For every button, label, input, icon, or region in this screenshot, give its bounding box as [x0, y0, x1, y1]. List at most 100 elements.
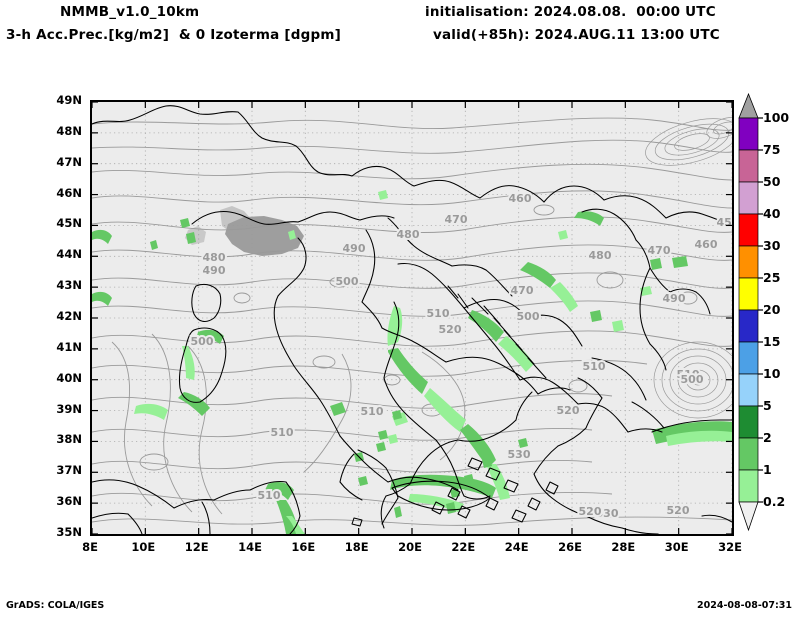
terrain-shading — [185, 206, 304, 256]
contour-label: 510 — [427, 307, 450, 320]
terrain-contours-anatolia — [645, 117, 732, 419]
latitude-tick-label: 47N — [56, 154, 82, 169]
contour-label-halo: 510 — [271, 426, 294, 439]
contour-label: 530 — [508, 448, 531, 461]
longitude-tick-label: 14E — [238, 540, 262, 554]
contour-label: 520 — [557, 404, 580, 417]
longitude-tick-label: 24E — [504, 540, 529, 554]
colorbar-under-range-arrow — [738, 501, 759, 532]
contour-label-halo: 490 — [203, 264, 226, 277]
contour-label-halo: 500 — [336, 275, 359, 288]
contour-label: 480 — [589, 249, 612, 262]
longitude-tick-label: 12E — [184, 540, 209, 554]
contour-label: 490 — [343, 242, 366, 255]
latitude-tick-label: 36N — [56, 494, 82, 509]
latitude-tick-label: 49N — [56, 93, 82, 107]
colorbar-swatch[interactable] — [738, 181, 759, 215]
colorbar-swatch[interactable] — [738, 341, 759, 375]
colorbar-swatch[interactable] — [738, 213, 759, 247]
header-initialisation: initialisation: 2024.08.08. 00:00 UTC — [425, 4, 716, 20]
latitude-tick-label: 48N — [56, 123, 82, 138]
longitude-tick-label: 26E — [558, 540, 582, 554]
contour-label-halo: 510 — [361, 405, 384, 418]
contour-label: 520 — [667, 504, 690, 517]
colorbar-swatch[interactable] — [738, 277, 759, 311]
colorbar-swatch[interactable] — [738, 245, 759, 279]
contour-label-halo: 500 — [191, 335, 214, 348]
axis-ticks — [92, 102, 732, 534]
contour-label: 470 — [445, 213, 468, 226]
contour-label-halo: 470 — [511, 284, 534, 297]
colorbar-swatch[interactable] — [738, 117, 759, 151]
coastlines-and-borders — [92, 105, 732, 534]
latitude-tick-label: 39N — [56, 401, 82, 416]
contour-label: 510 — [583, 360, 606, 373]
latitude-tick-label: 42N — [56, 309, 82, 323]
contour-label: 460 — [695, 238, 718, 251]
contour-label: 510 — [677, 368, 700, 381]
colorbar-swatch[interactable] — [738, 373, 759, 407]
contour-label-halo: 510 — [677, 368, 700, 381]
longitude-tick-label: 22E — [451, 540, 476, 554]
colorbar-tick-label: 100 — [763, 110, 790, 125]
contour-label-halo: 480 — [589, 249, 612, 262]
colorbar-tick-label: 20 — [763, 302, 781, 317]
colorbar-tick-label: 10 — [763, 366, 781, 381]
contour-label: 500 — [336, 275, 359, 288]
contour-label-halo: 500 — [681, 373, 704, 386]
contour-labels: 4704704804804804804904904904904604604504… — [189, 190, 732, 522]
map-plot-area[interactable]: 4704704804804804804904904904904604604504… — [90, 100, 734, 536]
latitude-tick-label: 35N — [56, 525, 82, 539]
contour-label-halo: 460 — [695, 238, 718, 251]
contour-label: 480 — [203, 251, 226, 264]
latitude-tick-label: 46N — [56, 185, 82, 200]
contour-label-halo: 500 — [517, 310, 540, 323]
contour-label-halo: 470 — [648, 244, 671, 257]
precipitation-shading — [92, 190, 732, 534]
contour-label: 510 — [258, 489, 281, 502]
contour-label: 500 — [681, 373, 704, 386]
latitude-tick-label: 45N — [56, 216, 82, 231]
colorbar-swatch[interactable] — [738, 469, 759, 503]
contour-label: 490 — [663, 292, 686, 305]
colorbar-tick-label: 1 — [763, 462, 772, 477]
contour-label-halo: 510 — [583, 360, 606, 373]
contour-label-halo: 490 — [343, 242, 366, 255]
contour-label: 460 — [509, 192, 532, 205]
longitude-tick-label: 16E — [291, 540, 316, 554]
latitude-tick-label: 40N — [56, 370, 82, 385]
longitude-tick-label: 8E — [82, 540, 98, 554]
colorbar-tick-label: 25 — [763, 270, 781, 285]
latitude-tick-label: 37N — [56, 463, 82, 478]
contour-label-halo: 530 — [508, 448, 531, 461]
footer-timestamp: 2024-08-08-07:31 — [697, 600, 792, 611]
contour-label: 480 — [397, 228, 420, 241]
colorbar-swatch[interactable] — [738, 405, 759, 439]
contour-label: 490 — [203, 264, 226, 277]
colorbar-tick-label: 2 — [763, 430, 772, 445]
contour-label: 520 — [579, 505, 602, 518]
contour-label: 520 — [439, 323, 462, 336]
colorbar-tick-label: 15 — [763, 334, 781, 349]
colorbar-tick-label: 30 — [763, 238, 781, 253]
colorbar-tick-label: 75 — [763, 142, 781, 157]
contour-label-halo: 520 — [579, 505, 602, 518]
contour-label-halo: 460 — [509, 192, 532, 205]
contour-label: 450 — [717, 216, 732, 229]
header-valid-time: valid(+85h): 2024.AUG.11 13:00 UTC — [433, 27, 720, 43]
latitude-tick-label: 38N — [56, 432, 82, 447]
contour-label: 530 — [596, 507, 619, 520]
contour-label-halo: 480 — [203, 251, 226, 264]
contour-label: 500 — [517, 310, 540, 323]
latitude-tick-label: 41N — [56, 339, 82, 354]
colorbar-swatch[interactable] — [738, 437, 759, 471]
longitude-tick-label: 18E — [344, 540, 369, 554]
contour-label-halo: 520 — [557, 404, 580, 417]
colorbar-swatch[interactable] — [738, 149, 759, 183]
longitude-tick-label: 30E — [664, 540, 689, 554]
colorbar-legend[interactable]: 100 75 50 40 30 25 20 15 10 5 2 1 0.2 — [735, 92, 800, 538]
contour-label: 510 — [361, 405, 384, 418]
contour-label-halo: 530 — [596, 507, 619, 520]
colorbar-swatch[interactable] — [738, 309, 759, 343]
